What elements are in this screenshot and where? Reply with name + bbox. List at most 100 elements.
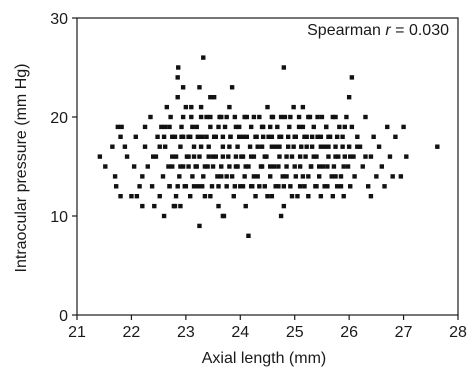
data-point (284, 164, 289, 169)
data-point (149, 184, 155, 189)
data-point (303, 154, 308, 159)
data-point (277, 154, 282, 159)
data-point (247, 144, 253, 149)
data-point (265, 104, 270, 110)
data-point (278, 114, 284, 120)
data-point (189, 104, 194, 110)
data-point (153, 154, 159, 159)
data-point (173, 194, 179, 199)
data-point (318, 194, 324, 199)
data-point (385, 124, 390, 130)
x-tick-label: 23 (177, 324, 195, 341)
data-point (265, 194, 270, 199)
data-point (219, 114, 224, 120)
data-point (240, 134, 246, 139)
data-point (255, 174, 260, 179)
data-point (289, 194, 295, 199)
data-point (229, 174, 235, 179)
data-point (248, 184, 254, 189)
data-point (188, 194, 193, 199)
data-point (308, 164, 314, 169)
data-point (302, 134, 307, 139)
data-point (243, 203, 248, 209)
y-tick-label: 0 (59, 308, 68, 325)
data-point (342, 124, 347, 130)
data-point (112, 174, 118, 179)
data-point (271, 164, 277, 169)
data-point (257, 114, 262, 120)
data-point (115, 124, 121, 130)
data-point (229, 85, 235, 90)
data-point (379, 164, 384, 169)
data-point (352, 174, 357, 179)
data-point (371, 134, 376, 139)
data-point (210, 164, 216, 169)
data-point (208, 114, 213, 120)
data-point (248, 124, 254, 130)
data-point (124, 154, 130, 159)
data-point (183, 184, 189, 189)
plot-area (76, 17, 459, 316)
data-point (110, 144, 115, 149)
data-point (276, 164, 281, 169)
data-point (355, 144, 360, 149)
data-point (233, 124, 239, 130)
data-point (155, 134, 160, 139)
data-point (292, 164, 297, 169)
data-point (387, 154, 393, 159)
data-point (382, 184, 387, 189)
data-point (288, 114, 293, 120)
data-point (269, 134, 275, 139)
data-point (175, 75, 180, 80)
data-point (226, 154, 231, 159)
data-point (137, 184, 142, 189)
data-point (205, 164, 210, 169)
data-point (227, 164, 232, 169)
x-tick-label: 27 (395, 324, 413, 341)
data-point (160, 174, 166, 179)
plot-frame (76, 17, 459, 316)
data-point (299, 144, 304, 149)
data-point (333, 114, 338, 120)
data-point (326, 134, 331, 139)
data-point (309, 134, 315, 139)
data-point (142, 144, 148, 149)
data-point (269, 144, 275, 149)
data-point (191, 154, 197, 159)
data-point (314, 184, 319, 189)
spearman-annotation: Spearman r = 0.030 (307, 22, 449, 39)
data-point (281, 184, 287, 189)
data-point (345, 164, 351, 169)
data-point (297, 184, 303, 189)
spearman-prefix: Spearman (307, 22, 385, 39)
x-axis-label: Axial length (mm) (202, 350, 326, 367)
data-point (329, 174, 334, 179)
data-point (333, 154, 338, 159)
x-tick-label: 24 (231, 324, 249, 341)
data-point (248, 154, 254, 159)
data-point (227, 144, 232, 149)
y-tick-label: 10 (50, 209, 68, 226)
data-point (277, 144, 282, 149)
data-point (368, 154, 374, 159)
data-point (291, 144, 296, 149)
data-point (232, 114, 238, 120)
data-point (365, 184, 371, 189)
data-point (118, 134, 123, 139)
data-point (220, 134, 226, 139)
data-point (167, 184, 172, 189)
data-point (188, 134, 193, 139)
data-point (161, 213, 167, 219)
data-point (173, 154, 179, 159)
data-point (233, 154, 239, 159)
data-point (202, 194, 208, 199)
data-point (297, 154, 303, 159)
data-point (278, 213, 284, 219)
data-point (334, 134, 340, 139)
data-point (198, 144, 204, 149)
data-point (342, 154, 347, 159)
data-point (244, 134, 250, 139)
y-axis-label: Intraocular pressure (mm Hg) (13, 64, 30, 273)
data-point (152, 203, 157, 209)
data-point (262, 184, 267, 189)
